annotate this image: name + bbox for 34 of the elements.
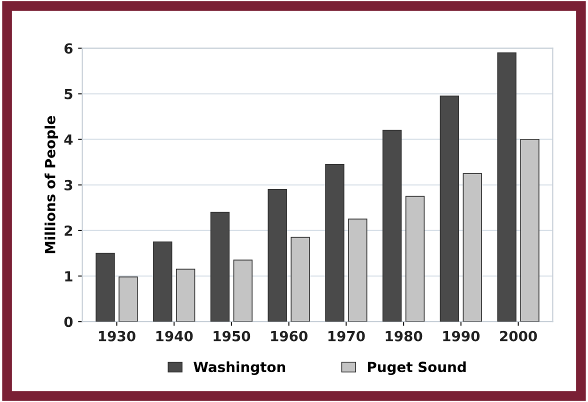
y-tick-label: 0 bbox=[64, 316, 73, 328]
y-tick-label: 1 bbox=[65, 271, 72, 282]
y-tick-label: 3 bbox=[64, 180, 72, 190]
x-tick-label: 1970 bbox=[328, 330, 365, 342]
y-tick-label: 4 bbox=[64, 134, 73, 145]
bar bbox=[348, 218, 368, 322]
bar bbox=[382, 130, 402, 322]
bar bbox=[325, 164, 344, 322]
x-tick-label: 1950 bbox=[214, 330, 250, 342]
y-tick-label: 6 bbox=[64, 43, 73, 54]
bar bbox=[176, 268, 196, 322]
x-tick-label: 1990 bbox=[443, 330, 480, 342]
bar bbox=[440, 96, 460, 322]
y-tick-label: 2 bbox=[64, 225, 72, 236]
bar bbox=[233, 260, 253, 322]
x-tick-label: 1960 bbox=[271, 330, 308, 342]
bar bbox=[290, 236, 310, 322]
legend-label: Puget Sound bbox=[368, 361, 466, 375]
legend-label: Washington bbox=[194, 361, 286, 375]
bar bbox=[153, 241, 172, 322]
bar bbox=[405, 196, 425, 322]
bar bbox=[520, 138, 540, 322]
y-axis-title: Millions of People bbox=[44, 116, 58, 254]
y-tick-label: 5 bbox=[64, 88, 72, 100]
bar bbox=[210, 212, 230, 322]
bar bbox=[96, 252, 115, 322]
x-tick-label: 1980 bbox=[386, 330, 422, 342]
x-tick-label: 2000 bbox=[500, 330, 537, 342]
bar bbox=[268, 189, 287, 322]
x-tick-label: 1940 bbox=[156, 330, 193, 342]
x-tick-label: 1930 bbox=[98, 330, 136, 342]
bar bbox=[118, 276, 138, 322]
bar bbox=[497, 52, 516, 322]
bar bbox=[462, 173, 482, 322]
